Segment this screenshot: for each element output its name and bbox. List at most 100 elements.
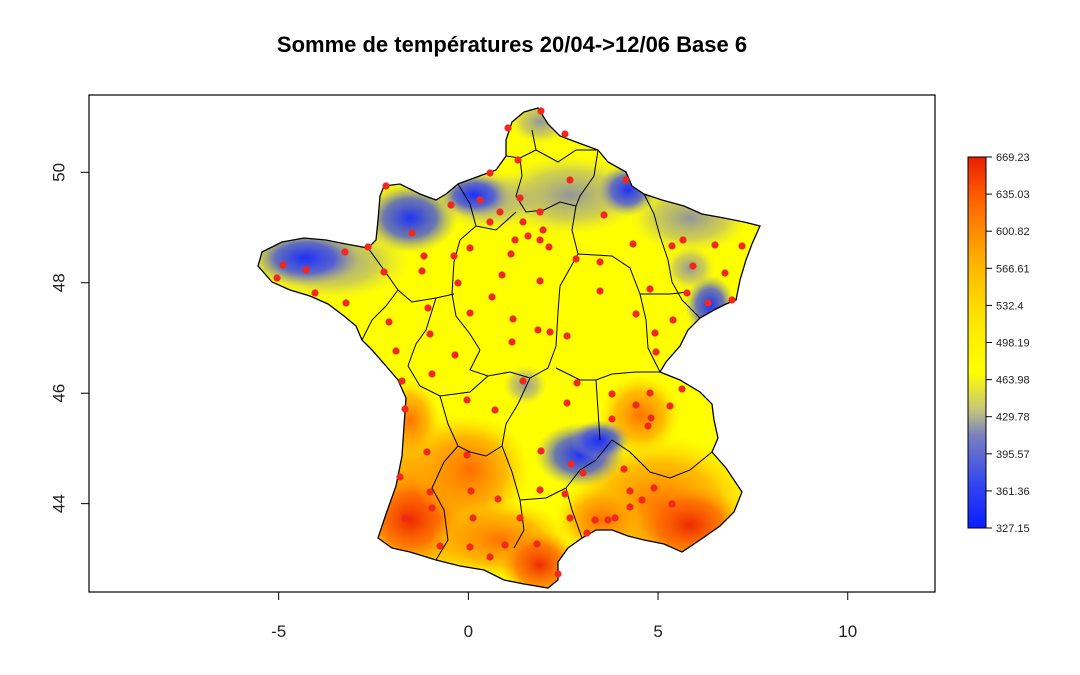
- station-dot: [504, 124, 512, 132]
- station-dot: [507, 250, 515, 258]
- y-tick-label: 50: [49, 163, 68, 182]
- station-dot: [428, 504, 436, 512]
- station-dot: [426, 488, 434, 496]
- station-dot: [392, 347, 400, 355]
- station-dot: [398, 377, 406, 385]
- station-dot: [622, 176, 630, 184]
- station-dot: [508, 338, 516, 346]
- station-dot: [561, 490, 569, 498]
- station-dot: [608, 415, 616, 423]
- station-dot: [467, 487, 475, 495]
- station-dot: [626, 503, 634, 511]
- station-dot: [554, 570, 562, 578]
- station-dot: [632, 401, 640, 409]
- x-axis: -5 0 5 10: [259, 591, 857, 641]
- station-dot: [566, 514, 574, 522]
- station-dot: [566, 176, 574, 184]
- legend-label: 532.4: [996, 300, 1024, 312]
- station-dot: [644, 422, 652, 430]
- station-dot: [311, 289, 319, 297]
- station-dot: [652, 348, 660, 356]
- station-dot: [488, 293, 496, 301]
- station-dot: [401, 405, 409, 413]
- station-dot: [516, 194, 524, 202]
- station-dot: [514, 156, 522, 164]
- station-dot: [646, 389, 654, 397]
- station-dot: [537, 447, 545, 455]
- station-dot: [494, 495, 502, 503]
- station-dot: [596, 287, 604, 295]
- station-dot: [364, 243, 372, 251]
- station-dot: [572, 255, 580, 263]
- station-dot: [563, 399, 571, 407]
- station-dot: [516, 514, 524, 522]
- legend-label: 669.23: [996, 152, 1030, 164]
- station-dot: [579, 469, 587, 477]
- y-tick-label: 46: [49, 384, 68, 403]
- station-dot: [341, 248, 349, 256]
- y-axis: 44 46 48 50: [49, 163, 90, 513]
- station-dot: [466, 543, 474, 551]
- station-dot: [738, 242, 746, 250]
- station-dot: [463, 451, 471, 459]
- station-dot: [545, 243, 553, 251]
- legend-label: 463.98: [996, 375, 1030, 387]
- station-dot: [638, 496, 646, 504]
- y-tick-label: 48: [49, 273, 68, 292]
- station-dot: [650, 484, 658, 492]
- station-dot: [632, 310, 640, 318]
- station-dot: [573, 379, 581, 387]
- station-dot: [629, 240, 637, 248]
- color-legend: 669.23 635.03 600.82 566.61 532.4 498.19 463.9…: [967, 152, 1030, 535]
- legend-label: 429.78: [996, 412, 1030, 424]
- station-dot: [476, 196, 484, 204]
- station-dot: [491, 406, 499, 414]
- station-dot: [546, 328, 554, 336]
- station-dot: [486, 169, 494, 177]
- station-dot: [536, 208, 544, 216]
- station-dot: [436, 542, 444, 550]
- station-dot: [534, 326, 542, 334]
- station-dot: [466, 309, 474, 317]
- station-dot: [418, 267, 426, 275]
- x-tick-label: 5: [653, 622, 662, 641]
- station-dot: [408, 229, 416, 237]
- station-dot: [669, 316, 677, 324]
- weather-stations: [273, 107, 746, 578]
- station-dot: [447, 201, 455, 209]
- station-dot: [302, 266, 310, 274]
- station-dot: [728, 296, 736, 304]
- station-dot: [423, 448, 431, 456]
- station-dot: [426, 330, 434, 338]
- station-dot: [536, 236, 544, 244]
- station-dot: [509, 315, 517, 323]
- station-dot: [428, 370, 436, 378]
- station-dot: [666, 402, 674, 410]
- station-dot: [537, 107, 545, 115]
- station-dot: [380, 268, 388, 276]
- station-dot: [608, 390, 616, 398]
- station-dot: [273, 274, 281, 282]
- legend-label: 498.19: [996, 338, 1030, 350]
- station-dot: [567, 460, 575, 468]
- station-dot: [668, 500, 676, 508]
- legend-label: 635.03: [996, 189, 1030, 201]
- station-dot: [519, 377, 527, 385]
- station-dot: [466, 244, 474, 252]
- station-dot: [583, 529, 591, 537]
- station-dot: [519, 218, 527, 226]
- station-dot: [463, 396, 471, 404]
- station-dot: [626, 487, 634, 495]
- station-dot: [646, 285, 654, 293]
- station-dot: [454, 279, 462, 287]
- station-dot: [396, 473, 404, 481]
- station-dot: [450, 252, 458, 260]
- station-dot: [382, 182, 390, 190]
- x-tick-label: 0: [464, 622, 473, 641]
- station-dot: [563, 332, 571, 340]
- station-dot: [536, 486, 544, 494]
- station-dot: [385, 318, 393, 326]
- station-dot: [424, 304, 432, 312]
- station-dot: [611, 514, 619, 522]
